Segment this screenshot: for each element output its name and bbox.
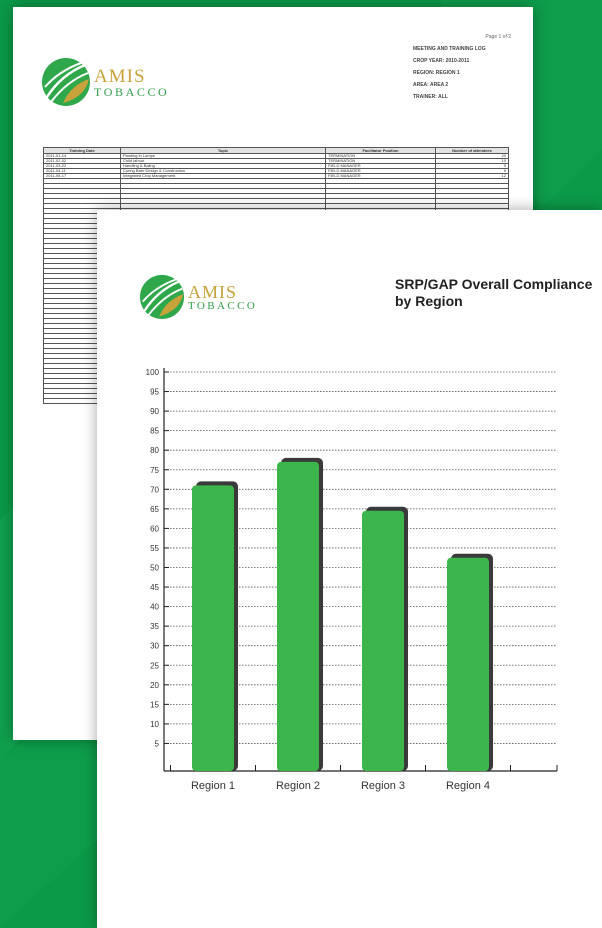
y-tick-label: 40 xyxy=(150,603,159,612)
x-tick-label: Region 3 xyxy=(361,780,405,792)
tobacco-leaf-icon xyxy=(42,58,90,106)
y-tick-label: 35 xyxy=(150,622,159,631)
y-tick-label: 20 xyxy=(150,681,159,690)
amis-tobacco-logo: AMIS TOBACCO xyxy=(41,57,169,107)
meta-area: AREA: AREA 2 xyxy=(413,82,449,88)
compliance-chart-page: AMIS TOBACCO SRP/GAP Overall Compliance … xyxy=(97,210,602,928)
y-tick-label: 25 xyxy=(150,661,159,670)
compliance-bar-chart: 5 10 15 20 25 30 35 40 45 50 55 60 65 70 75 80 85 90 95 100… xyxy=(146,368,558,792)
meta-trainer: TRAINER: ALL xyxy=(413,94,448,100)
table-header-row: Training Date Topic Facilitator Position… xyxy=(43,147,509,154)
chart-title: SRP/GAP Overall Compliance by Region xyxy=(395,276,602,310)
meta-region: REGION: REGION 1 xyxy=(413,70,460,76)
y-tick-label: 100 xyxy=(146,368,160,377)
y-tick-label: 80 xyxy=(150,446,159,455)
bar xyxy=(277,461,319,771)
y-tick-label: 45 xyxy=(150,583,159,592)
y-tick-label: 85 xyxy=(150,427,159,436)
log-meta-block: MEETING AND TRAINING LOG CROP YEAR: 2010… xyxy=(413,46,486,106)
y-tick-label: 50 xyxy=(150,564,159,573)
bar xyxy=(447,557,489,771)
x-tick-label: Region 2 xyxy=(276,780,320,792)
bar xyxy=(192,485,234,771)
x-tick-label: Region 1 xyxy=(191,780,235,792)
logo-subname: TOBACCO xyxy=(188,299,258,312)
y-tick-label: 5 xyxy=(155,739,160,748)
y-tick-label: 30 xyxy=(150,642,159,651)
y-tick-label: 95 xyxy=(150,388,159,397)
meta-title: MEETING AND TRAINING LOG xyxy=(413,46,486,52)
logo-name: AMIS xyxy=(188,281,238,302)
amis-tobacco-logo: AMIS TOBACCO xyxy=(139,274,257,320)
bar xyxy=(362,510,404,771)
meta-crop-year: CROP YEAR: 2010-2011 xyxy=(413,58,470,64)
page-number: Page 1 of 2 xyxy=(485,34,511,40)
logo-subname: TOBACCO xyxy=(94,84,170,99)
x-tick-label: Region 4 xyxy=(446,780,490,792)
y-tick-label: 90 xyxy=(150,407,159,416)
logo-name: AMIS xyxy=(94,65,146,87)
y-tick-label: 70 xyxy=(150,485,159,494)
y-tick-label: 75 xyxy=(150,466,159,475)
chart-title-text: SRP/GAP Overall Compliance by Region xyxy=(395,276,593,309)
y-tick-label: 55 xyxy=(150,544,159,553)
y-tick-label: 60 xyxy=(150,524,159,533)
tobacco-leaf-icon xyxy=(139,274,185,320)
y-tick-label: 10 xyxy=(150,720,159,729)
y-tick-label: 15 xyxy=(150,700,159,709)
y-tick-label: 65 xyxy=(150,505,159,514)
